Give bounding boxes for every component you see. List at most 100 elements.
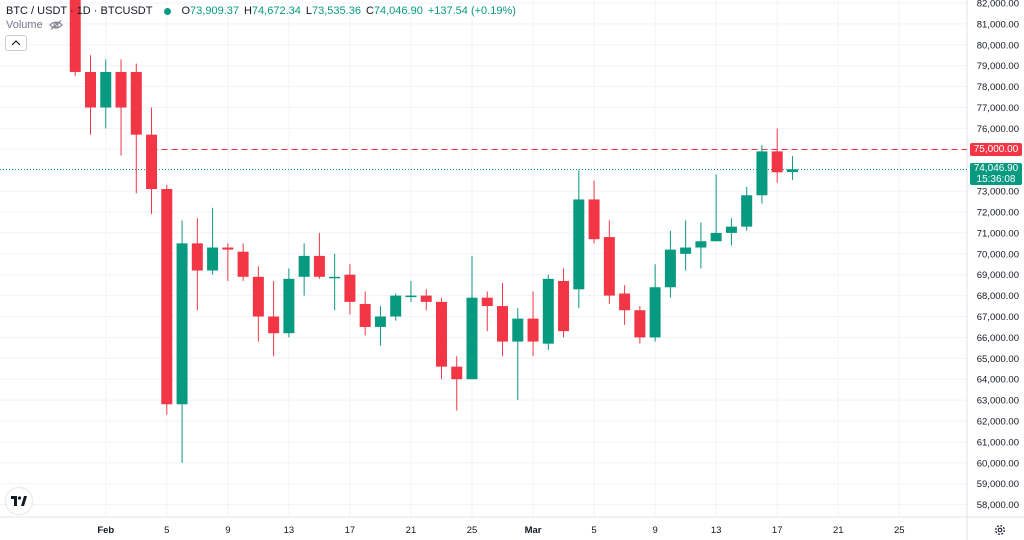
candle-body <box>756 151 768 196</box>
candle-up <box>512 308 524 401</box>
candles <box>69 0 798 463</box>
time-axis-label: 9 <box>225 525 230 536</box>
candle-down <box>558 268 570 338</box>
low-value: 73,535.36 <box>312 5 361 17</box>
symbol-title[interactable]: BTC / USDT · 1D · BTCUSDT <box>6 5 153 17</box>
candle-body <box>619 293 631 311</box>
candle-down <box>69 0 81 77</box>
candle-up <box>298 243 310 296</box>
candle-down <box>634 306 646 344</box>
candle-body <box>390 295 402 317</box>
volume-label: Volume <box>6 19 43 31</box>
collapse-legend-button[interactable] <box>5 35 27 51</box>
price-axis-label: 70,000.00 <box>977 249 1019 260</box>
candle-down <box>146 107 158 215</box>
price-axis-label: 65,000.00 <box>977 354 1019 365</box>
candle-up <box>329 253 341 311</box>
candle-body <box>603 237 615 296</box>
candle-up <box>466 255 478 380</box>
candle-down <box>313 232 325 279</box>
price-axis-label: 76,000.00 <box>977 124 1019 135</box>
price-axis-label: 66,000.00 <box>977 333 1019 344</box>
candle-body <box>435 301 447 367</box>
price-axis-label: 64,000.00 <box>977 375 1019 386</box>
candle-body <box>252 276 264 317</box>
time-axis-label: 5 <box>591 525 596 536</box>
candle-body <box>161 189 173 405</box>
time-axis-label: 9 <box>652 525 657 536</box>
candle-body <box>207 247 219 271</box>
candle-body <box>237 251 249 277</box>
price-axis-label: 77,000.00 <box>977 103 1019 114</box>
candle-body <box>710 232 722 242</box>
price-axis-label: 60,000.00 <box>977 458 1019 469</box>
candle-body <box>130 71 142 135</box>
candle-body <box>542 278 554 344</box>
candle-body <box>344 274 356 302</box>
alert-price-tag[interactable]: 75,000.00 <box>970 143 1022 156</box>
candle-body <box>573 199 585 290</box>
candle-body <box>588 199 600 240</box>
time-axis-labels[interactable]: Feb 5 9 13 17 21 25 Mar 5 9 13 17 21 25 <box>97 525 904 536</box>
time-axis-label: 21 <box>833 525 844 536</box>
candle-down <box>191 218 203 311</box>
last-price-tag[interactable]: 74,046.90 15:36:08 <box>970 163 1022 185</box>
candle-up <box>741 186 753 231</box>
time-axis-label: 17 <box>345 525 356 536</box>
open-label: O <box>181 5 191 17</box>
candle-up <box>100 59 112 129</box>
countdown-value: 15:36:08 <box>976 174 1016 185</box>
candle-up <box>390 293 402 321</box>
chevron-up-icon <box>11 40 21 46</box>
time-axis-label: 17 <box>772 525 783 536</box>
horizontal-lines[interactable] <box>0 149 967 170</box>
time-axis-label: 13 <box>711 525 722 536</box>
volume-legend[interactable]: Volume <box>6 19 63 31</box>
candle-down <box>222 243 234 281</box>
time-grid <box>105 0 900 517</box>
candle-up <box>725 218 737 246</box>
price-axis-label: 79,000.00 <box>977 61 1019 72</box>
candle-body <box>420 295 432 302</box>
candle-body <box>176 243 188 405</box>
price-axis-label: 72,000.00 <box>977 208 1019 219</box>
tradingview-logo-icon[interactable] <box>6 488 32 514</box>
price-axis-label: 58,000.00 <box>977 500 1019 511</box>
candle-up <box>176 220 188 463</box>
candle-body <box>680 247 692 254</box>
candle-down <box>497 283 509 357</box>
price-axis-labels[interactable]: 82,000.00 81,000.00 80,000.00 79,000.00 78,0… <box>977 0 1019 511</box>
candle-body <box>527 318 539 342</box>
candle-down <box>771 128 783 183</box>
candle-body <box>85 71 96 108</box>
candle-up <box>405 280 417 302</box>
high-label: H <box>243 5 252 17</box>
candle-down <box>115 59 127 156</box>
gear-icon[interactable] <box>994 524 1006 536</box>
candle-up <box>573 170 585 309</box>
candle-down <box>435 297 447 380</box>
candle-body <box>268 316 280 334</box>
candle-down <box>481 291 493 332</box>
price-axis-label: 62,000.00 <box>977 417 1019 428</box>
candle-body <box>512 318 524 342</box>
candle-body <box>146 134 158 190</box>
candle-body <box>725 226 737 233</box>
candle-up <box>542 274 554 350</box>
candle-body <box>69 0 81 72</box>
eye-hidden-icon[interactable] <box>48 20 63 30</box>
candle-body <box>664 249 676 288</box>
time-axis-label: Mar <box>525 525 542 536</box>
candle-up <box>756 145 768 204</box>
candle-down <box>420 289 432 311</box>
candle-up <box>710 174 722 242</box>
open-value: 73,909.37 <box>190 5 239 17</box>
price-grid <box>0 2 967 506</box>
candle-down <box>359 291 371 336</box>
low-label: L <box>305 5 312 17</box>
candle-body <box>451 366 463 380</box>
candle-down <box>85 55 96 135</box>
candle-body <box>359 303 371 327</box>
candle-down <box>588 180 600 244</box>
